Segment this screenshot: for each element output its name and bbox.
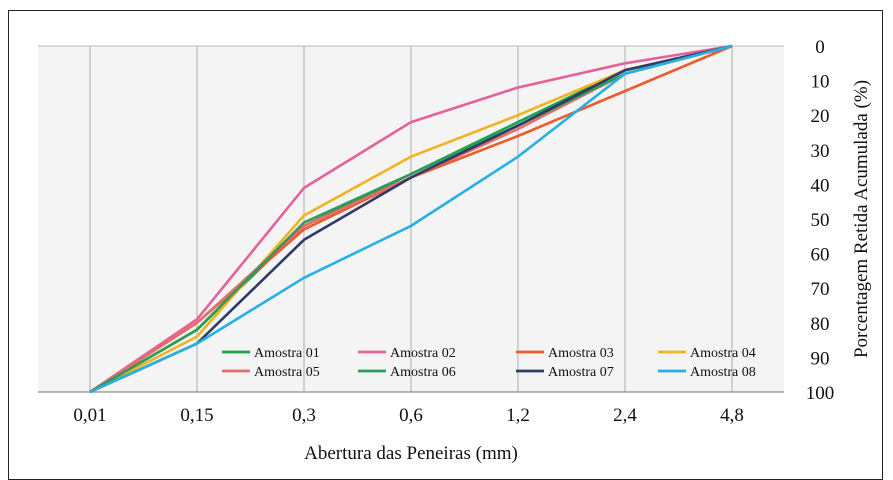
series-line-2 — [89, 44, 733, 394]
y-tick-label: 50 — [811, 210, 830, 231]
legend-item-label: Amostra 01 — [254, 346, 320, 361]
x-tick-label: 0,01 — [73, 405, 106, 426]
y-tick-label: 90 — [811, 348, 830, 369]
y-tick-label: 100 — [806, 383, 835, 404]
y-tick-label: 30 — [811, 141, 830, 162]
legend-item-label: Amostra 06 — [390, 365, 456, 380]
y-tick-label: 60 — [811, 245, 830, 266]
line-chart: 0,01 0,15 0,3 0,6 1,2 2,4 4,8 0 10 20 30 40 50 60 70 8… — [38, 37, 872, 464]
legend-item-label: Amostra 05 — [254, 365, 320, 380]
y-axis-title: Porcentagem Retida Acumulada (%) — [851, 80, 872, 358]
x-axis-title: Abertura das Peneiras (mm) — [304, 443, 518, 464]
legend: Amostra 01 Amostra 02 Amostra 03 Amostra 04… — [222, 346, 756, 380]
x-tick-label: 1,2 — [506, 405, 530, 426]
x-tick-label: 2,4 — [613, 405, 637, 426]
x-tick-label: 4,8 — [720, 405, 744, 426]
y-tick-label: 10 — [811, 72, 830, 93]
y-tick-label: 20 — [811, 106, 830, 127]
legend-item-label: Amostra 02 — [390, 346, 456, 361]
series-line-8 — [89, 44, 733, 394]
y-tick-label: 0 — [815, 37, 825, 58]
legend-item-label: Amostra 04 — [690, 346, 756, 361]
grid — [38, 45, 784, 393]
y-tick-label: 80 — [811, 314, 830, 335]
x-tick-label: 0,15 — [180, 405, 213, 426]
x-tick-label: 0,6 — [399, 405, 423, 426]
y-tick-label: 40 — [811, 175, 830, 196]
y-tick-labels: 0 10 20 30 40 50 60 70 80 90 100 — [806, 37, 835, 404]
series-lines — [89, 44, 733, 394]
legend-item-label: Amostra 03 — [548, 346, 614, 361]
legend-item-label: Amostra 08 — [690, 365, 756, 380]
x-tick-labels: 0,01 0,15 0,3 0,6 1,2 2,4 4,8 — [73, 405, 744, 426]
y-tick-label: 70 — [811, 279, 830, 300]
legend-item-label: Amostra 07 — [548, 365, 614, 380]
x-tick-label: 0,3 — [292, 405, 316, 426]
